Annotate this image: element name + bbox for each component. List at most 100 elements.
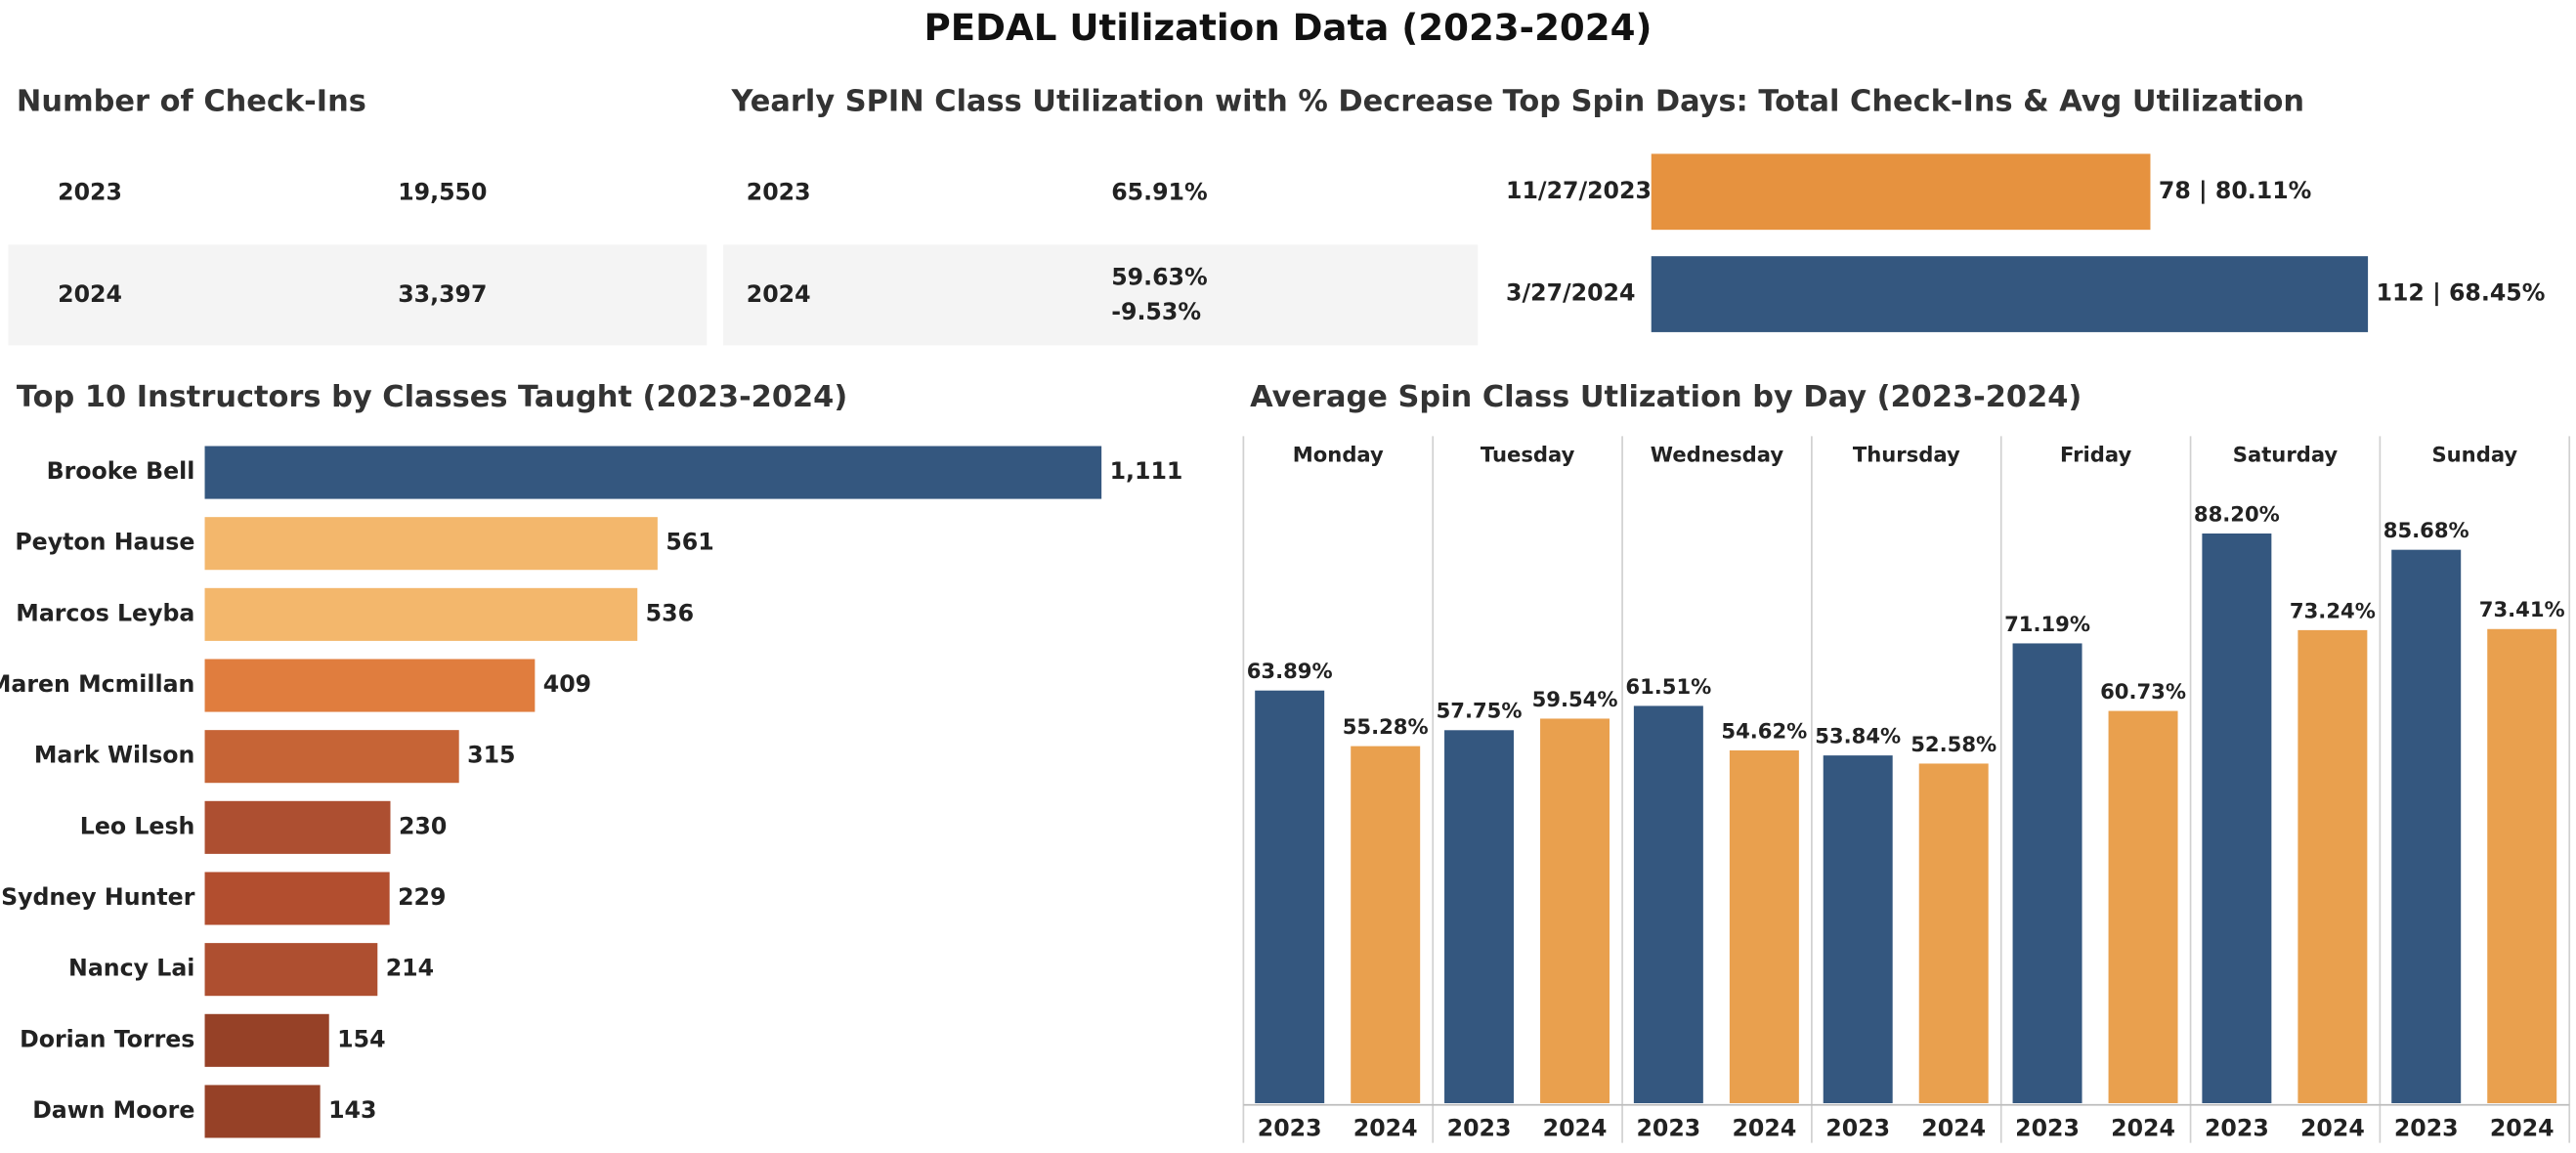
bar [204, 1013, 329, 1067]
bar [1444, 730, 1515, 1104]
row-shade [8, 244, 708, 346]
value-label: 59.54% [1532, 687, 1618, 711]
value-label: 85.68% [2383, 518, 2469, 542]
x-label: 2023 [1447, 1115, 1512, 1142]
value-label: 52.58% [1911, 732, 1996, 756]
value-label: 57.75% [1437, 699, 1523, 723]
category-label: Nancy Lai [68, 955, 194, 982]
table-cell: 33,397 [398, 280, 487, 308]
bar [204, 587, 638, 641]
facet-label: Sunday [2431, 443, 2517, 467]
category-label: 3/27/2024 [1506, 279, 1635, 307]
chart-title: Top Spin Days: Total Check-Ins & Avg Uti… [1503, 85, 2304, 119]
facet-label: Wednesday [1651, 443, 1784, 467]
category-label: Dorian Torres [20, 1025, 194, 1052]
value-label: 78 | 80.11% [2159, 177, 2311, 204]
x-label: 2023 [1258, 1115, 1322, 1142]
x-label: 2023 [1825, 1115, 1890, 1142]
section-title: Yearly SPIN Class Utilization with % Dec… [731, 85, 1494, 119]
x-label: 2024 [1921, 1115, 1986, 1142]
bar [2108, 710, 2178, 1104]
value-label: 73.41% [2479, 597, 2565, 621]
x-label: 2024 [1732, 1115, 1796, 1142]
facet-label: Saturday [2233, 443, 2339, 467]
value-label: 143 [328, 1096, 376, 1124]
chart-title: Average Spin Class Utlization by Day (20… [1250, 380, 2082, 414]
bar [204, 800, 391, 854]
value-label: 63.89% [1247, 659, 1333, 683]
table-cell: 2023 [747, 178, 811, 205]
bar [204, 517, 658, 571]
category-label: Marcos Leyba [16, 599, 194, 626]
bar [1255, 690, 1325, 1104]
bar [2487, 628, 2557, 1104]
value-label: 1,111 [1110, 457, 1183, 485]
value-label: 88.20% [2194, 501, 2280, 526]
value-label: 61.51% [1625, 674, 1711, 699]
bar [2012, 643, 2082, 1104]
bar [1918, 763, 1989, 1104]
x-label: 2024 [2111, 1115, 2175, 1142]
table-cell: 2024 [58, 280, 122, 308]
bar [1651, 256, 2369, 332]
x-label: 2024 [2300, 1115, 2365, 1142]
bar [2391, 549, 2462, 1104]
bar [2297, 629, 2368, 1104]
bar [1651, 153, 2151, 231]
x-label: 2024 [2490, 1115, 2555, 1142]
value-label: 536 [646, 599, 694, 626]
category-label: 11/27/2023 [1506, 177, 1652, 204]
table-cell: 2024 [747, 280, 811, 308]
table-cell: 59.63% [1111, 264, 1207, 291]
category-label: Peyton Hause [15, 529, 194, 556]
facet-label: Monday [1293, 443, 1384, 467]
category-label: Dawn Moore [32, 1096, 194, 1124]
category-label: Mark Wilson [34, 742, 195, 769]
bar [1351, 746, 1421, 1104]
value-label: 561 [665, 529, 713, 556]
value-label: 71.19% [2004, 612, 2090, 636]
table-cell: 19,550 [398, 178, 487, 205]
value-label: 409 [543, 670, 591, 698]
x-label: 2024 [1543, 1115, 1608, 1142]
x-label: 2023 [2205, 1115, 2269, 1142]
value-label: 60.73% [2100, 679, 2186, 704]
bar [204, 1085, 321, 1138]
x-label: 2024 [1353, 1115, 1418, 1142]
value-label: 55.28% [1343, 714, 1429, 739]
value-label: 53.84% [1815, 724, 1901, 748]
bar [2202, 534, 2272, 1104]
facet-label: Thursday [1853, 443, 1960, 467]
table-cell: 2023 [58, 178, 122, 205]
value-label: 230 [399, 812, 447, 839]
bar [204, 730, 459, 784]
value-label: 229 [398, 883, 446, 911]
category-label: Leo Lesh [80, 812, 195, 839]
table-cell: 65.91% [1111, 178, 1207, 205]
bar [1540, 718, 1610, 1104]
value-label: 54.62% [1721, 718, 1807, 743]
value-label: 73.24% [2290, 598, 2376, 622]
bar [204, 659, 536, 712]
value-label: 112 | 68.45% [2377, 279, 2546, 307]
bar [204, 446, 1102, 499]
x-label: 2023 [1636, 1115, 1700, 1142]
chart-title: Top 10 Instructors by Classes Taught (20… [17, 380, 847, 414]
facet-label: Friday [2060, 443, 2131, 467]
row-shade [723, 244, 1479, 346]
section-title: Number of Check-Ins [17, 85, 366, 119]
bar [204, 872, 390, 925]
category-label: Brooke Bell [47, 457, 195, 485]
bar [1823, 755, 1893, 1104]
dashboard-title: PEDAL Utilization Data (2023-2024) [924, 6, 1653, 49]
value-label: 214 [386, 955, 434, 982]
bar [204, 943, 378, 997]
x-label: 2023 [2394, 1115, 2459, 1142]
value-label: 315 [467, 742, 515, 769]
category-label: Maren Mcmillan [0, 670, 194, 698]
bar [1729, 749, 1799, 1104]
facet-label: Tuesday [1481, 443, 1575, 467]
value-label: 154 [337, 1025, 385, 1052]
